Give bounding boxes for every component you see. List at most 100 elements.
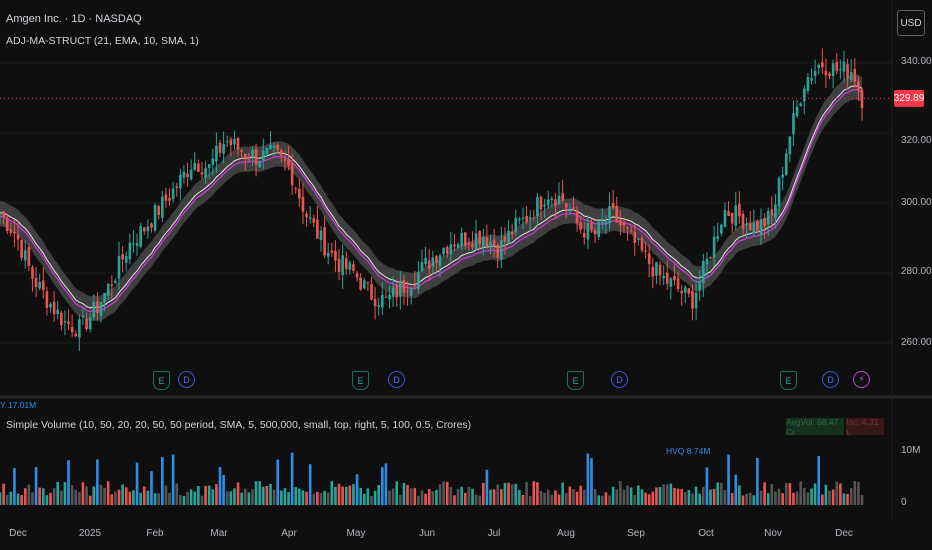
candle-body (536, 197, 539, 217)
candle-body (546, 199, 550, 206)
earnings-icon[interactable]: E (780, 371, 797, 390)
candle-body (503, 236, 507, 242)
candle-body (828, 73, 831, 77)
candle-body (114, 280, 117, 284)
dividend-icon[interactable]: D (822, 371, 839, 388)
candle-body (474, 233, 478, 250)
volume-bar (189, 489, 193, 505)
volume-bar (774, 491, 777, 505)
candle-body (738, 203, 741, 217)
volume-bar (763, 482, 766, 505)
candle-body (373, 298, 377, 307)
candle-body (150, 223, 153, 228)
candle-body (362, 280, 366, 289)
volume-bar (207, 485, 211, 505)
candle-body (460, 232, 463, 247)
candle-body (16, 234, 20, 240)
candle-body (240, 150, 243, 152)
dividend-icon[interactable]: D (388, 371, 405, 388)
candle-body (846, 64, 849, 79)
candle-body (106, 284, 110, 296)
volume-bar (821, 494, 824, 505)
candle-body (485, 237, 489, 247)
earnings-icon[interactable]: E (153, 371, 170, 390)
volume-indicator-legend[interactable]: Simple Volume (10, 50, 20, 20, 50, 50 pe… (6, 419, 472, 431)
candle-body (189, 169, 193, 180)
candle-body (687, 288, 691, 294)
volume-bar (586, 453, 590, 505)
volume-bar (781, 493, 784, 505)
candle-body (186, 173, 189, 178)
volume-bar (860, 495, 864, 505)
split-icon[interactable]: ⚡ (853, 371, 870, 388)
candle-body (417, 272, 420, 290)
candle-body (34, 277, 38, 287)
volume-bar (290, 452, 294, 505)
volume-bar (81, 482, 85, 505)
volume-bar (828, 490, 831, 505)
candle-body (572, 207, 575, 209)
candle-body (557, 195, 561, 205)
dividend-icon[interactable]: D (611, 371, 628, 388)
volume-bar (568, 486, 572, 505)
candle-body (424, 257, 427, 265)
candle-body (38, 282, 41, 289)
volume-bar (9, 491, 13, 505)
volume-bar (857, 481, 860, 505)
volume-bar (63, 482, 67, 505)
candle-body (406, 290, 409, 293)
earnings-icon[interactable]: E (352, 371, 369, 390)
candle-body (518, 219, 521, 221)
volume-bar (572, 489, 575, 505)
volume-bar (38, 487, 41, 505)
volume-bar (460, 486, 463, 505)
volume-bar (308, 464, 312, 505)
candle-body (0, 213, 2, 215)
volume-bar (748, 492, 752, 505)
volume-bar (806, 492, 810, 505)
volume-bar (752, 495, 756, 505)
dividend-icon[interactable]: D (178, 371, 195, 388)
ma-line (0, 89, 863, 313)
volume-bar (60, 490, 63, 505)
candle-body (550, 198, 554, 200)
price-tick: 340.00 (901, 56, 932, 67)
volume-bar (550, 494, 554, 505)
candle-body (669, 278, 673, 287)
volume-bar (121, 484, 124, 505)
volume-bar (665, 484, 669, 505)
currency-button[interactable]: USD (897, 10, 925, 36)
earnings-icon[interactable]: E (567, 371, 584, 390)
candle-body (78, 319, 81, 338)
candle-body (456, 244, 460, 248)
candle-body (175, 186, 179, 188)
volume-bar (655, 487, 658, 505)
symbol-title[interactable]: Amgen Inc. · 1D · NASDAQ (6, 13, 142, 25)
candle-body (110, 284, 114, 287)
volume-bar (243, 488, 247, 505)
time-tick: Dec (835, 528, 853, 539)
candle-body (427, 260, 431, 269)
volume-bar (337, 483, 341, 505)
volume-bar (388, 490, 391, 505)
volume-bar (601, 495, 604, 505)
volume-bar (96, 459, 99, 505)
volume-bar (683, 491, 687, 505)
volume-bar (0, 492, 2, 505)
volume-bar (489, 489, 492, 505)
indicator-legend[interactable]: ADJ-MA-STRUCT (21, EMA, 10, SMA, 1) (6, 35, 199, 47)
candle-body (698, 281, 701, 291)
volume-bar (564, 493, 568, 505)
candle-body (691, 291, 694, 309)
candlestick-series (0, 48, 864, 352)
volume-bar (406, 485, 409, 505)
volume-bar (334, 486, 337, 505)
volume-bar (420, 490, 424, 505)
candle-body (258, 161, 261, 168)
candle-body (225, 141, 229, 143)
volume-bar (543, 493, 546, 505)
volume-bar (330, 481, 334, 505)
time-tick: May (346, 528, 366, 539)
volume-bar (247, 492, 251, 505)
